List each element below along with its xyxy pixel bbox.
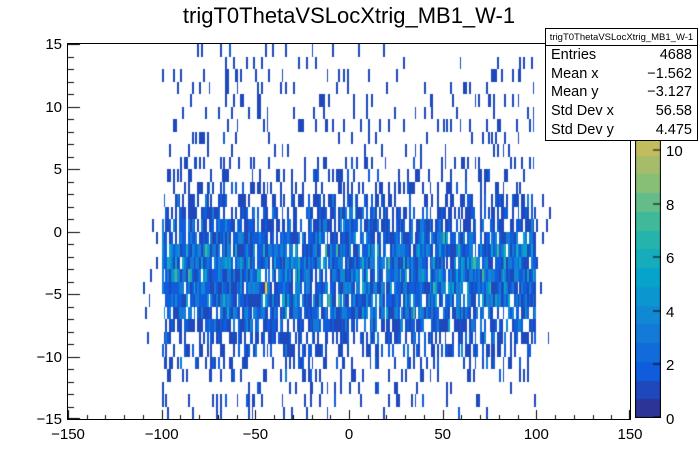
- stats-value: 56.58: [655, 103, 692, 120]
- stats-box-title: trigT0ThetaVSLocXtrig_MB1_W-1: [546, 29, 697, 46]
- stats-row: Std Dev y 4.475: [546, 121, 697, 140]
- z-axis-tick-label: 0: [666, 411, 675, 428]
- y-axis-tick-label: 0: [53, 223, 62, 241]
- stats-row: Mean x −1.562: [546, 65, 697, 84]
- x-axis-tick-label: −150: [51, 426, 85, 443]
- stats-label: Std Dev x: [551, 103, 614, 120]
- stats-label: Mean y: [551, 84, 599, 101]
- z-axis-tick-label: 4: [666, 303, 675, 321]
- x-axis-tick-label: 0: [344, 426, 354, 443]
- stats-rows: Entries 4688 Mean x −1.562 Mean y −3.127 Std D…: [546, 46, 697, 140]
- stats-value: −3.127: [647, 84, 692, 101]
- y-axis-tick-label: 10: [45, 98, 62, 116]
- y-axis-tick-label: 15: [45, 36, 62, 53]
- stats-label: Entries: [551, 47, 597, 63]
- stats-row: Entries 4688: [546, 46, 697, 65]
- plot-frame: [67, 43, 631, 420]
- x-axis-tick-label: −50: [242, 426, 269, 443]
- y-axis-tick-label: 5: [53, 161, 62, 178]
- z-axis-tick-label: 8: [666, 196, 675, 214]
- stats-value: 4.475: [655, 121, 692, 138]
- x-axis-tick-label: 100: [523, 426, 549, 443]
- stats-box: trigT0ThetaVSLocXtrig_MB1_W-1 Entries 468…: [545, 28, 698, 141]
- stats-value: −1.562: [647, 65, 692, 82]
- x-axis-tick-label: 150: [617, 426, 643, 443]
- stats-row: Std Dev x 56.58: [546, 102, 697, 121]
- stats-row: Mean y −3.127: [546, 83, 697, 102]
- stats-label: Mean x: [551, 65, 599, 82]
- y-axis-tick-label: −10: [36, 348, 62, 366]
- stats-label: Std Dev y: [551, 121, 614, 138]
- y-axis-tick-label: −5: [44, 286, 62, 303]
- stats-value: 4688: [659, 47, 692, 63]
- x-axis-tick-label: 50: [434, 426, 451, 443]
- y-axis-tick-label: −15: [36, 411, 62, 428]
- histogram-2d-canvas: [68, 44, 630, 419]
- z-axis-tick-label: 6: [666, 250, 675, 268]
- z-axis-tick-label: 2: [666, 357, 675, 375]
- plot-title: trigT0ThetaVSLocXtrig_MB1_W-1: [182, 3, 516, 28]
- z-axis-tick-label: 10: [666, 143, 683, 161]
- x-axis-tick-label: −100: [144, 426, 179, 443]
